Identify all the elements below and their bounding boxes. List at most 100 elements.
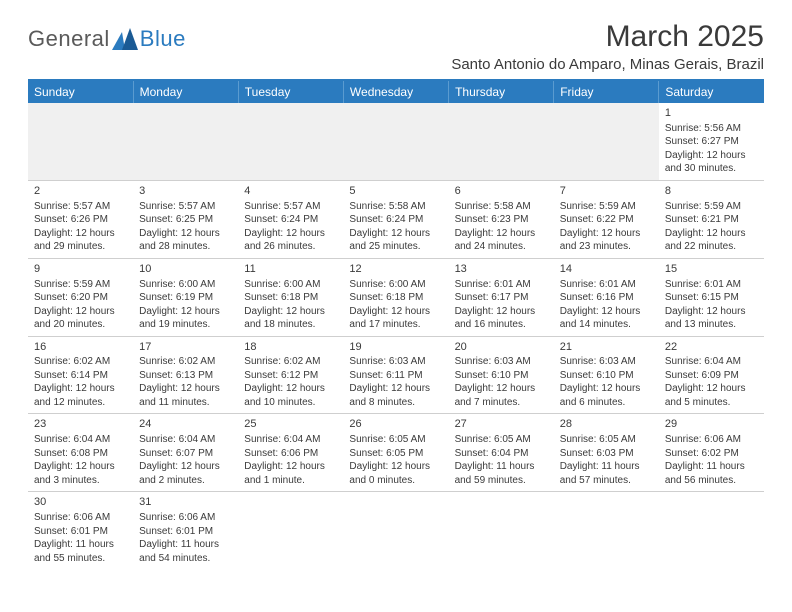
sunrise-line: Sunrise: 5:59 AM: [665, 200, 758, 214]
day-number: 30: [34, 495, 127, 510]
day-number: 21: [560, 340, 653, 355]
day-number: 6: [455, 184, 548, 199]
day-number: 22: [665, 340, 758, 355]
day-number: 5: [349, 184, 442, 199]
day-number: 17: [139, 340, 232, 355]
day-number: 25: [244, 417, 337, 432]
calendar-cell: 22Sunrise: 6:04 AMSunset: 6:09 PMDayligh…: [659, 336, 764, 414]
sunrise-line: Sunrise: 5:58 AM: [455, 200, 548, 214]
calendar-cell: 20Sunrise: 6:03 AMSunset: 6:10 PMDayligh…: [449, 336, 554, 414]
calendar-week-row: 2Sunrise: 5:57 AMSunset: 6:26 PMDaylight…: [28, 180, 764, 258]
day-number: 4: [244, 184, 337, 199]
calendar-week-row: 9Sunrise: 5:59 AMSunset: 6:20 PMDaylight…: [28, 258, 764, 336]
calendar-cell: 5Sunrise: 5:58 AMSunset: 6:24 PMDaylight…: [343, 180, 448, 258]
sunrise-line: Sunrise: 6:01 AM: [455, 278, 548, 292]
day-number: 31: [139, 495, 232, 510]
day-number: 18: [244, 340, 337, 355]
daylight-line: Daylight: 11 hours and 57 minutes.: [560, 460, 653, 487]
daylight-line: Daylight: 12 hours and 23 minutes.: [560, 227, 653, 254]
calendar-cell: [554, 492, 659, 569]
sunset-line: Sunset: 6:07 PM: [139, 447, 232, 461]
sunset-line: Sunset: 6:09 PM: [665, 369, 758, 383]
calendar-cell: 25Sunrise: 6:04 AMSunset: 6:06 PMDayligh…: [238, 414, 343, 492]
calendar-cell: 27Sunrise: 6:05 AMSunset: 6:04 PMDayligh…: [449, 414, 554, 492]
calendar-cell: [343, 492, 448, 569]
sunset-line: Sunset: 6:21 PM: [665, 213, 758, 227]
daylight-line: Daylight: 12 hours and 6 minutes.: [560, 382, 653, 409]
day-number: 9: [34, 262, 127, 277]
daylight-line: Daylight: 12 hours and 18 minutes.: [244, 305, 337, 332]
logo-word2: Blue: [140, 26, 186, 52]
daylight-line: Daylight: 12 hours and 25 minutes.: [349, 227, 442, 254]
calendar-cell: 19Sunrise: 6:03 AMSunset: 6:11 PMDayligh…: [343, 336, 448, 414]
sunset-line: Sunset: 6:27 PM: [665, 135, 758, 149]
weekday-header: Monday: [133, 80, 238, 103]
calendar-cell: 17Sunrise: 6:02 AMSunset: 6:13 PMDayligh…: [133, 336, 238, 414]
sunset-line: Sunset: 6:16 PM: [560, 291, 653, 305]
sunrise-line: Sunrise: 6:00 AM: [349, 278, 442, 292]
day-number: 8: [665, 184, 758, 199]
sunset-line: Sunset: 6:22 PM: [560, 213, 653, 227]
daylight-line: Daylight: 12 hours and 2 minutes.: [139, 460, 232, 487]
sunrise-line: Sunrise: 6:04 AM: [244, 433, 337, 447]
sunset-line: Sunset: 6:19 PM: [139, 291, 232, 305]
sunrise-line: Sunrise: 6:05 AM: [560, 433, 653, 447]
sunrise-line: Sunrise: 6:04 AM: [34, 433, 127, 447]
title-block: March 2025 Santo Antonio do Amparo, Mina…: [451, 20, 764, 73]
logo: General Blue: [28, 26, 186, 52]
calendar-week-row: 30Sunrise: 6:06 AMSunset: 6:01 PMDayligh…: [28, 492, 764, 569]
sunset-line: Sunset: 6:02 PM: [665, 447, 758, 461]
calendar-cell: 12Sunrise: 6:00 AMSunset: 6:18 PMDayligh…: [343, 258, 448, 336]
sunrise-line: Sunrise: 6:00 AM: [139, 278, 232, 292]
day-number: 27: [455, 417, 548, 432]
calendar-cell: 6Sunrise: 5:58 AMSunset: 6:23 PMDaylight…: [449, 180, 554, 258]
daylight-line: Daylight: 12 hours and 20 minutes.: [34, 305, 127, 332]
calendar-cell: 28Sunrise: 6:05 AMSunset: 6:03 PMDayligh…: [554, 414, 659, 492]
daylight-line: Daylight: 12 hours and 29 minutes.: [34, 227, 127, 254]
sunrise-line: Sunrise: 6:05 AM: [455, 433, 548, 447]
calendar-cell: [238, 103, 343, 180]
sunrise-line: Sunrise: 6:02 AM: [244, 355, 337, 369]
calendar-cell: 16Sunrise: 6:02 AMSunset: 6:14 PMDayligh…: [28, 336, 133, 414]
sunrise-line: Sunrise: 6:02 AM: [34, 355, 127, 369]
daylight-line: Daylight: 12 hours and 17 minutes.: [349, 305, 442, 332]
sunrise-line: Sunrise: 5:59 AM: [560, 200, 653, 214]
sunset-line: Sunset: 6:17 PM: [455, 291, 548, 305]
day-number: 15: [665, 262, 758, 277]
daylight-line: Daylight: 11 hours and 59 minutes.: [455, 460, 548, 487]
daylight-line: Daylight: 12 hours and 28 minutes.: [139, 227, 232, 254]
calendar-cell: 24Sunrise: 6:04 AMSunset: 6:07 PMDayligh…: [133, 414, 238, 492]
sunrise-line: Sunrise: 6:03 AM: [455, 355, 548, 369]
calendar-cell: [659, 492, 764, 569]
calendar-cell: 2Sunrise: 5:57 AMSunset: 6:26 PMDaylight…: [28, 180, 133, 258]
sunrise-line: Sunrise: 5:58 AM: [349, 200, 442, 214]
sunset-line: Sunset: 6:10 PM: [455, 369, 548, 383]
sunset-line: Sunset: 6:15 PM: [665, 291, 758, 305]
logo-mark-icon: [112, 28, 138, 50]
day-number: 12: [349, 262, 442, 277]
day-number: 13: [455, 262, 548, 277]
calendar-cell: [554, 103, 659, 180]
daylight-line: Daylight: 12 hours and 24 minutes.: [455, 227, 548, 254]
sunrise-line: Sunrise: 6:05 AM: [349, 433, 442, 447]
calendar-week-row: 16Sunrise: 6:02 AMSunset: 6:14 PMDayligh…: [28, 336, 764, 414]
day-number: 26: [349, 417, 442, 432]
calendar-cell: [449, 103, 554, 180]
weekday-header: Thursday: [449, 80, 554, 103]
sunset-line: Sunset: 6:10 PM: [560, 369, 653, 383]
day-number: 29: [665, 417, 758, 432]
sunrise-line: Sunrise: 6:00 AM: [244, 278, 337, 292]
daylight-line: Daylight: 12 hours and 14 minutes.: [560, 305, 653, 332]
calendar-cell: 7Sunrise: 5:59 AMSunset: 6:22 PMDaylight…: [554, 180, 659, 258]
day-number: 7: [560, 184, 653, 199]
sunset-line: Sunset: 6:11 PM: [349, 369, 442, 383]
sunset-line: Sunset: 6:14 PM: [34, 369, 127, 383]
weekday-header: Friday: [554, 80, 659, 103]
calendar-body: 1Sunrise: 5:56 AMSunset: 6:27 PMDaylight…: [28, 103, 764, 569]
sunrise-line: Sunrise: 6:04 AM: [665, 355, 758, 369]
sunrise-line: Sunrise: 6:01 AM: [665, 278, 758, 292]
sunrise-line: Sunrise: 6:03 AM: [349, 355, 442, 369]
daylight-line: Daylight: 12 hours and 16 minutes.: [455, 305, 548, 332]
calendar-cell: 1Sunrise: 5:56 AMSunset: 6:27 PMDaylight…: [659, 103, 764, 180]
sunset-line: Sunset: 6:20 PM: [34, 291, 127, 305]
